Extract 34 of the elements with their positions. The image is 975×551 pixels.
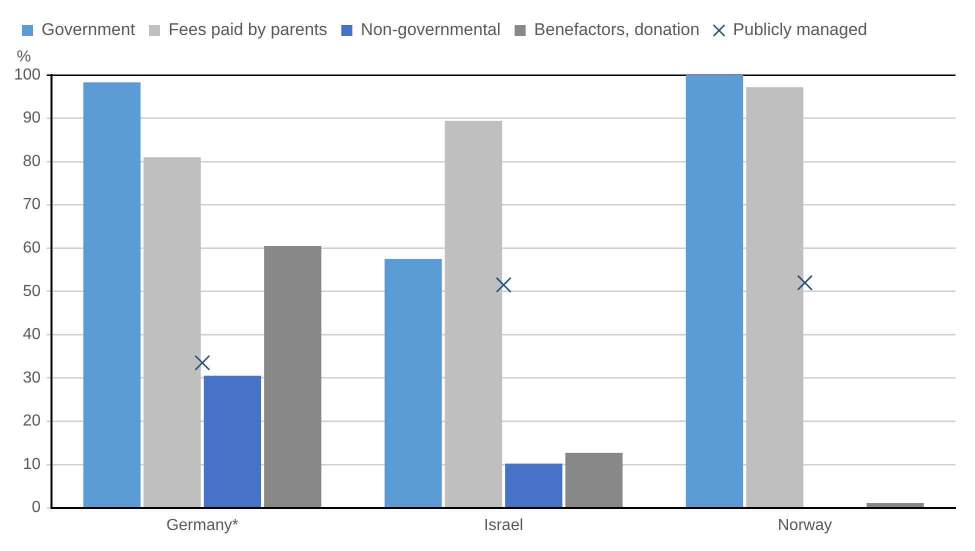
bar	[204, 376, 262, 508]
point	[496, 277, 512, 293]
y-tick-label: 90	[22, 110, 41, 127]
legend-label: Benefactors, donation	[534, 20, 700, 40]
point	[194, 354, 210, 371]
y-tick-label: 40	[22, 326, 41, 344]
bar	[264, 246, 322, 508]
x-tick-label: Israel	[484, 516, 524, 534]
legend-label: Non-governmental	[360, 20, 501, 40]
legend-label: Government	[42, 20, 136, 40]
legend-label: Fees paid by parents	[168, 20, 328, 40]
bar	[565, 452, 623, 508]
bar	[83, 82, 141, 508]
y-tick-label: 10	[22, 456, 41, 473]
bar	[444, 120, 502, 508]
y-tick-label: 70	[22, 196, 41, 214]
legend-label: Publicly managed	[733, 20, 868, 40]
bar	[144, 157, 201, 508]
x-tick-label: Germany*	[166, 516, 238, 534]
bar	[686, 75, 744, 508]
point	[797, 274, 813, 291]
bar	[384, 258, 442, 508]
bar	[746, 87, 804, 508]
y-axis-title: %	[16, 48, 31, 66]
bar	[866, 503, 924, 508]
y-tick-label: 20	[22, 412, 41, 430]
bar	[505, 464, 562, 508]
x-tick-label: Norway	[778, 516, 832, 534]
y-tick-label: 0	[32, 499, 41, 516]
y-tick-label: 30	[22, 369, 41, 386]
y-tick-label: 100	[14, 66, 41, 84]
y-tick-label: 60	[22, 240, 41, 257]
y-tick-label: 50	[22, 282, 41, 300]
y-tick-label: 80	[22, 152, 41, 170]
